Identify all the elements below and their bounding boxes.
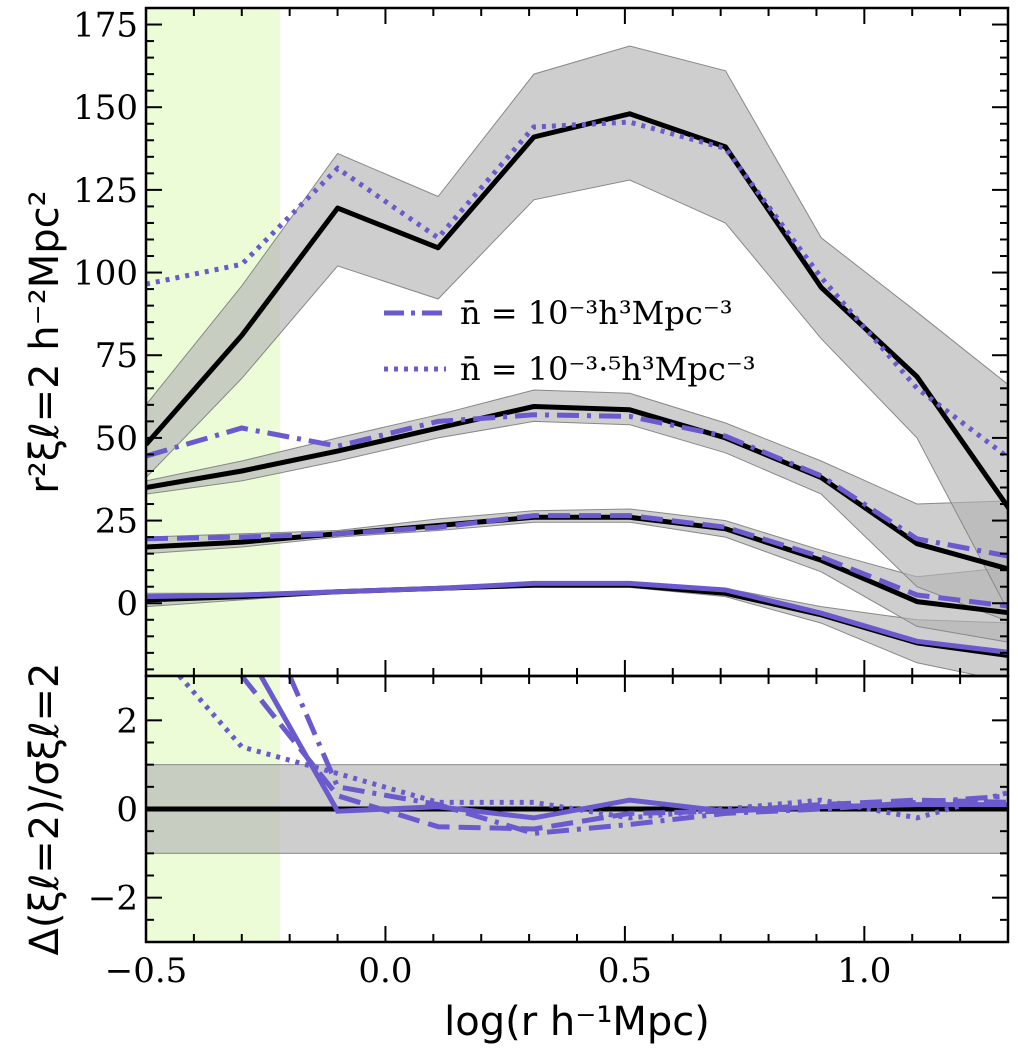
bottom-residual-line-dashed [239,676,1008,832]
top-panel: 0 25 50 75 100 125 150 175 [73,6,1010,678]
x-tick-label: 0.0 [358,951,412,991]
top-axis-ticks: 0 25 50 75 100 125 150 175 [73,6,1009,676]
top-y-tick-label: 75 [95,336,138,376]
bottom-y-tick-label: 0 [116,790,138,830]
bottom-y-tick-label: 2 [116,701,138,741]
top-y-axis-label: r²ξℓ=2 h⁻²Mpc² [22,190,68,493]
top-y-tick-label: 175 [73,6,138,46]
x-axis-label: log(r h⁻¹Mpc) [444,999,710,1045]
x-tick-label: −0.5 [105,951,188,991]
bottom-panel: −0.5 0.0 0.5 1.0 −2 0 2 [88,674,1010,991]
x-tick-label: 1.0 [837,951,891,991]
bottom-series-lines [177,676,1008,836]
top-y-tick-label: 100 [73,254,138,294]
top-sample-line-dotted [146,119,1008,461]
top-band-1 [146,508,1008,643]
top-y-tick-label: 125 [73,171,138,211]
bottom-plot-frame [144,674,1010,944]
bottom-y-axis-label: Δ(ξℓ=2)/σξℓ=2 [22,663,68,956]
top-sample-line-dashed [146,513,1008,609]
legend-label-dotted: n̄ = 10⁻³·⁵h³Mpc⁻³ [460,350,756,388]
top-y-tick-label: 0 [116,584,138,624]
x-tick-label: 0.5 [598,951,652,991]
top-model-line-2 [146,404,1008,572]
bottom-residual-line-dotted [177,676,1008,821]
legend-label-dashdot: n̄ = 10⁻³h³Mpc⁻³ [460,294,733,332]
top-y-tick-label: 25 [95,502,138,542]
top-sample-line-solid [146,580,1008,655]
top-y-tick-label: 50 [95,419,138,459]
bottom-y-tick-label: −2 [88,879,138,919]
top-series-lines [146,111,1008,659]
legend: n̄ = 10⁻³h³Mpc⁻³ n̄ = 10⁻³·⁵h³Mpc⁻³ [384,294,756,388]
bottom-residual-line-dashdot [287,676,1008,836]
bottom-axis-ticks: −0.5 0.0 0.5 1.0 −2 0 2 [88,675,1009,991]
top-y-tick-label: 150 [73,88,138,128]
